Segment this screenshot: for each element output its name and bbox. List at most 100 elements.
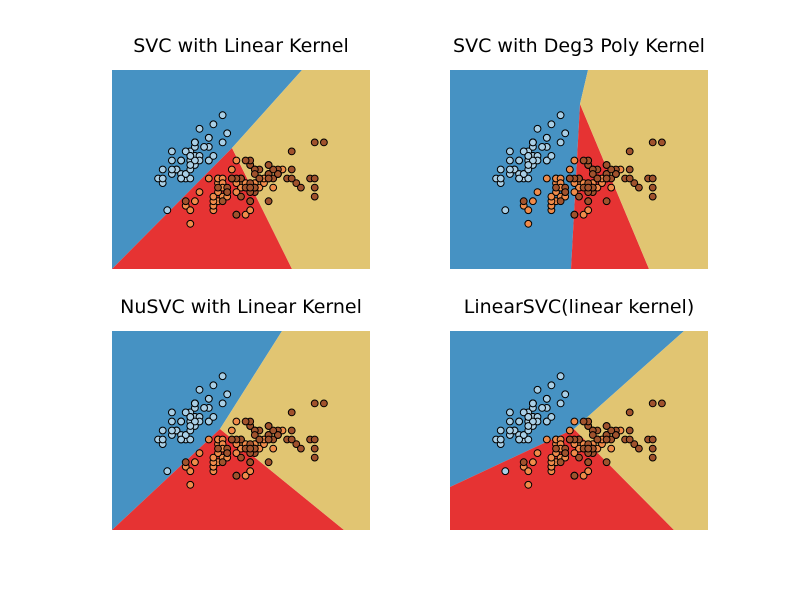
data-point-class-2 bbox=[579, 417, 588, 426]
data-point-class-0 bbox=[191, 399, 199, 408]
data-point-class-2 bbox=[552, 183, 560, 192]
data-point-class-1 bbox=[524, 480, 533, 489]
data-point-class-2 bbox=[320, 399, 328, 408]
data-point-class-0 bbox=[519, 170, 528, 178]
data-point-class-0 bbox=[538, 143, 546, 151]
data-point-class-0 bbox=[515, 156, 523, 165]
data-point-class-2 bbox=[556, 197, 565, 206]
data-point-class-2 bbox=[584, 183, 593, 192]
data-point-class-0 bbox=[556, 111, 565, 120]
data-point-class-2 bbox=[602, 161, 611, 169]
data-point-class-0 bbox=[501, 206, 510, 215]
data-point-class-0 bbox=[191, 138, 199, 147]
data-point-class-1 bbox=[232, 417, 241, 426]
data-point-class-2 bbox=[246, 444, 255, 453]
data-point-class-2 bbox=[255, 435, 264, 444]
data-point-class-2 bbox=[602, 435, 611, 444]
data-point-class-2 bbox=[648, 453, 657, 462]
data-point-class-2 bbox=[287, 435, 296, 444]
data-point-class-0 bbox=[506, 417, 514, 426]
data-point-class-1 bbox=[269, 444, 278, 453]
data-point-class-2 bbox=[227, 174, 236, 183]
data-point-class-1 bbox=[570, 188, 579, 196]
data-point-class-0 bbox=[168, 426, 176, 435]
data-point-class-1 bbox=[232, 449, 241, 457]
data-point-class-0 bbox=[515, 174, 523, 183]
data-point-class-0 bbox=[524, 174, 533, 183]
data-point-class-0 bbox=[218, 138, 227, 147]
data-point-class-2 bbox=[237, 453, 245, 462]
data-point-class-2 bbox=[274, 431, 282, 439]
data-point-class-1 bbox=[607, 444, 616, 453]
data-point-class-0 bbox=[547, 381, 556, 390]
data-point-class-1 bbox=[241, 210, 250, 219]
data-point-class-2 bbox=[232, 471, 241, 480]
data-point-class-0 bbox=[158, 174, 167, 183]
data-point-class-0 bbox=[496, 435, 505, 444]
data-point-class-0 bbox=[538, 404, 546, 412]
data-point-class-1 bbox=[209, 453, 218, 462]
data-point-class-0 bbox=[506, 147, 514, 156]
data-point-class-0 bbox=[519, 408, 528, 417]
data-point-class-2 bbox=[310, 435, 319, 444]
data-point-class-2 bbox=[218, 458, 227, 467]
data-point-class-0 bbox=[158, 435, 167, 444]
data-point-class-0 bbox=[186, 174, 195, 183]
data-point-class-2 bbox=[287, 147, 296, 156]
data-point-class-2 bbox=[264, 422, 273, 430]
data-point-class-2 bbox=[648, 183, 657, 192]
data-point-class-2 bbox=[625, 426, 634, 435]
data-point-class-2 bbox=[250, 170, 259, 178]
data-point-class-2 bbox=[648, 435, 657, 444]
data-point-class-0 bbox=[529, 399, 537, 408]
data-point-class-0 bbox=[163, 467, 172, 476]
data-point-class-0 bbox=[529, 138, 537, 147]
data-point-class-2 bbox=[584, 458, 593, 467]
data-point-class-2 bbox=[588, 431, 597, 439]
data-point-class-2 bbox=[223, 449, 232, 457]
data-point-class-2 bbox=[181, 197, 190, 206]
data-point-class-2 bbox=[648, 192, 657, 201]
decision-region-class-0 bbox=[450, 70, 588, 269]
data-point-class-2 bbox=[602, 174, 611, 183]
data-point-class-2 bbox=[246, 197, 255, 206]
data-point-class-0 bbox=[506, 426, 514, 435]
data-point-class-0 bbox=[561, 390, 570, 399]
data-point-class-0 bbox=[529, 417, 537, 426]
data-point-class-0 bbox=[506, 165, 514, 174]
data-point-class-0 bbox=[204, 133, 213, 142]
data-point-class-0 bbox=[204, 156, 213, 165]
data-point-class-2 bbox=[625, 408, 634, 417]
decision-region-class-2 bbox=[580, 70, 708, 269]
data-point-class-0 bbox=[218, 372, 227, 381]
data-point-class-1 bbox=[209, 192, 218, 201]
data-point-class-2 bbox=[297, 183, 305, 192]
data-point-class-1 bbox=[227, 165, 236, 174]
data-point-class-1 bbox=[533, 188, 542, 196]
data-point-class-2 bbox=[565, 435, 574, 444]
data-point-class-0 bbox=[158, 165, 167, 174]
data-point-class-2 bbox=[602, 422, 611, 430]
data-point-class-0 bbox=[524, 161, 533, 169]
data-point-class-0 bbox=[542, 156, 551, 165]
data-point-class-0 bbox=[542, 133, 551, 142]
data-point-class-0 bbox=[181, 431, 190, 439]
data-point-class-0 bbox=[209, 120, 218, 129]
data-point-class-1 bbox=[232, 156, 241, 165]
data-point-class-2 bbox=[565, 174, 574, 183]
data-point-class-0 bbox=[506, 156, 514, 165]
data-point-class-1 bbox=[584, 206, 593, 215]
data-point-class-2 bbox=[579, 156, 588, 165]
data-point-class-0 bbox=[223, 129, 232, 138]
data-point-class-2 bbox=[292, 440, 301, 448]
data-point-class-0 bbox=[163, 206, 172, 215]
data-point-class-0 bbox=[496, 426, 505, 435]
data-point-class-1 bbox=[246, 467, 255, 476]
data-point-class-2 bbox=[561, 449, 570, 457]
data-point-class-0 bbox=[186, 161, 195, 169]
data-point-class-1 bbox=[204, 435, 213, 444]
data-point-class-0 bbox=[519, 431, 528, 439]
data-point-class-0 bbox=[529, 156, 537, 165]
data-point-class-0 bbox=[506, 408, 514, 417]
data-point-class-0 bbox=[191, 417, 199, 426]
